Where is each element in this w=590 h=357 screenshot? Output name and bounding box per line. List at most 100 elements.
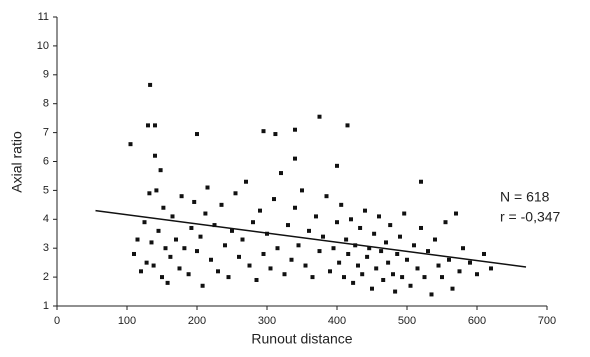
point — [195, 132, 199, 137]
point — [275, 246, 280, 251]
point — [426, 249, 430, 254]
point — [205, 185, 210, 190]
point — [158, 168, 163, 173]
point — [310, 275, 315, 280]
x-tick-label: 200 — [188, 315, 206, 327]
point — [216, 269, 220, 274]
point — [174, 237, 178, 242]
point — [189, 225, 194, 230]
y-tick-label: 2 — [43, 271, 49, 283]
point — [328, 269, 332, 274]
annotation: N = 618 — [500, 189, 550, 205]
point — [388, 223, 393, 228]
point — [177, 266, 182, 271]
y-tick-label: 10 — [37, 40, 49, 52]
x-tick-label: 0 — [54, 315, 60, 327]
point — [233, 191, 238, 196]
point — [182, 246, 187, 251]
point — [400, 275, 405, 280]
point — [303, 263, 308, 268]
point — [293, 127, 297, 132]
point — [447, 257, 451, 262]
y-tick-label: 6 — [43, 155, 49, 167]
y-tick-label: 5 — [43, 184, 49, 196]
point — [240, 237, 245, 242]
point — [398, 234, 402, 239]
point — [128, 142, 133, 147]
x-tick-label: 400 — [328, 315, 346, 327]
annotation: r = -0,347 — [500, 209, 561, 225]
x-tick-label: 100 — [118, 315, 136, 327]
point — [433, 237, 437, 242]
point — [149, 240, 154, 245]
point — [377, 214, 381, 219]
point — [342, 275, 346, 280]
point — [356, 263, 360, 268]
y-axis-label: Axial ratio — [9, 131, 25, 193]
point — [386, 260, 391, 265]
point — [454, 211, 458, 216]
point — [258, 208, 262, 213]
point — [296, 243, 301, 248]
x-tick-label: 300 — [258, 315, 276, 327]
y-tick-label: 7 — [43, 127, 49, 139]
point — [384, 240, 388, 245]
point — [261, 251, 266, 256]
point — [429, 292, 434, 297]
point — [272, 197, 276, 202]
point — [408, 283, 413, 288]
point — [440, 275, 444, 280]
point — [360, 272, 365, 277]
point — [209, 257, 213, 262]
point — [132, 251, 136, 256]
y-tick-label: 9 — [43, 69, 49, 81]
point — [212, 223, 217, 228]
point — [450, 286, 455, 291]
point — [443, 220, 448, 225]
point — [203, 211, 208, 216]
point — [363, 208, 367, 213]
point — [170, 214, 175, 219]
point — [151, 263, 156, 268]
point — [226, 275, 231, 280]
point — [154, 188, 159, 193]
point — [349, 217, 353, 222]
point — [419, 225, 423, 230]
point — [244, 179, 248, 184]
point — [365, 254, 370, 259]
point — [335, 220, 339, 225]
point — [195, 249, 199, 254]
point — [192, 199, 197, 204]
point — [381, 277, 386, 282]
point — [286, 223, 290, 228]
point — [339, 202, 344, 207]
point — [337, 260, 342, 265]
point — [237, 254, 241, 259]
point — [160, 275, 164, 280]
x-tick-label: 500 — [398, 315, 416, 327]
point — [372, 231, 377, 236]
point — [419, 179, 423, 184]
point — [293, 205, 297, 210]
y-tick-label: 11 — [38, 11, 49, 23]
point — [374, 266, 379, 271]
point — [402, 211, 407, 216]
point — [331, 246, 336, 251]
point — [482, 251, 486, 256]
point — [230, 228, 234, 233]
point — [153, 123, 157, 128]
point — [391, 272, 395, 277]
y-tick-label: 4 — [43, 213, 49, 225]
point — [405, 257, 409, 262]
point — [489, 266, 493, 271]
point — [156, 228, 161, 233]
x-axis-label: Runout distance — [251, 331, 352, 347]
point — [251, 220, 255, 225]
point — [135, 237, 140, 242]
point — [317, 114, 322, 119]
point — [223, 243, 227, 248]
point — [379, 249, 384, 254]
point — [168, 254, 173, 259]
point — [468, 260, 472, 265]
